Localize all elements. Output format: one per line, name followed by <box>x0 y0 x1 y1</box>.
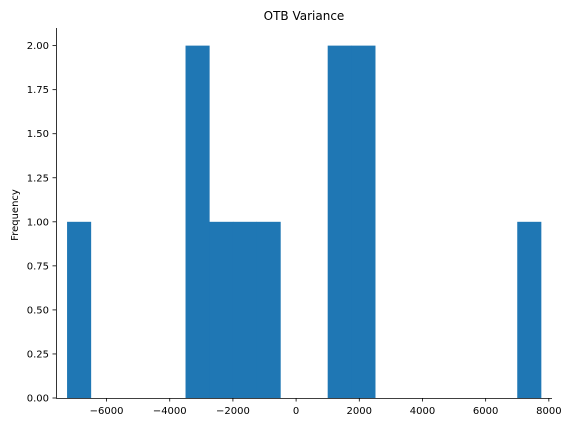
y-tick-label: 0.50 <box>27 305 49 316</box>
x-tick-label: −2000 <box>216 406 250 417</box>
y-axis-ticks: 0.00 0.25 0.50 0.75 1.00 1.25 1.50 1.75 2.00 <box>27 41 56 405</box>
x-axis-ticks: −6000 −4000 −2000 0 2000 4000 6000 8000 <box>90 398 561 417</box>
histogram-bar <box>327 45 352 399</box>
x-tick-label: −6000 <box>90 406 124 417</box>
y-tick-label: 1.50 <box>27 129 49 140</box>
y-tick-label: 1.75 <box>27 85 49 96</box>
y-tick-label: 0.25 <box>27 349 49 360</box>
histogram-bar <box>517 221 542 398</box>
y-tick-label: 1.25 <box>27 173 49 184</box>
histogram-bar <box>185 45 210 399</box>
y-tick-label: 2.00 <box>27 41 49 52</box>
histogram-bar <box>351 45 376 399</box>
chart-title: OTB Variance <box>264 9 345 23</box>
x-tick-label: 2000 <box>347 406 372 417</box>
y-tick-label: 1.00 <box>27 217 49 228</box>
y-tick-label: 0.00 <box>27 394 49 405</box>
histogram-bar <box>232 221 258 398</box>
x-tick-label: −4000 <box>153 406 187 417</box>
y-axis-label: Frequency <box>10 189 21 241</box>
y-tick-label: 0.75 <box>27 261 49 272</box>
histogram-bar <box>256 221 281 398</box>
x-tick-label: 6000 <box>473 406 498 417</box>
x-tick-label: 0 <box>293 406 299 417</box>
x-tick-label: 8000 <box>536 406 561 417</box>
bars-group <box>67 45 542 399</box>
histogram-bar <box>67 221 92 398</box>
histogram-bar <box>209 221 234 398</box>
x-tick-label: 4000 <box>410 406 435 417</box>
